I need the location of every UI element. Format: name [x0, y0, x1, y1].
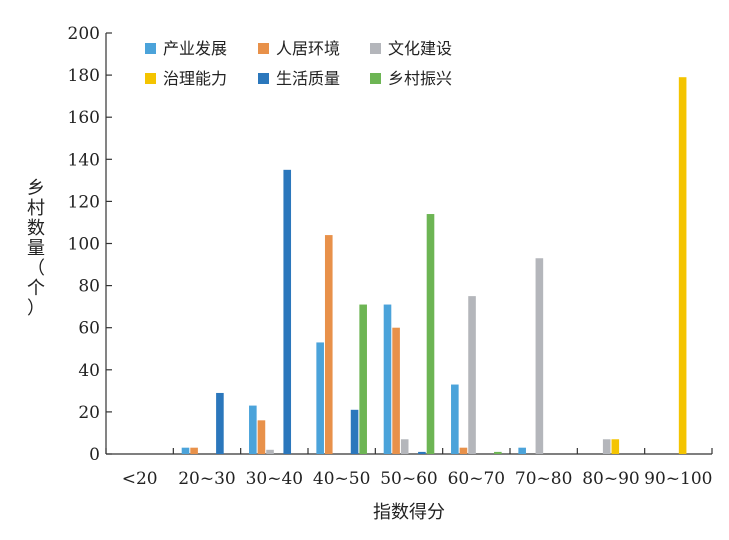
bar	[257, 420, 266, 454]
y-tick-label: 140	[68, 150, 100, 170]
bar	[190, 447, 198, 454]
x-tick-label: 40~50	[313, 469, 371, 489]
legend-swatch	[370, 43, 381, 54]
y-axis-title-char: 数	[27, 218, 45, 239]
bar	[181, 447, 190, 454]
y-tick-label: 40	[78, 361, 100, 381]
bar	[678, 77, 687, 454]
y-axis-title-char: ）	[27, 298, 45, 319]
y-axis-title-char: （	[27, 258, 45, 279]
bar	[266, 449, 274, 454]
y-tick-label: 0	[89, 445, 100, 465]
y-tick-label: 200	[68, 24, 100, 44]
y-axis-title-char: 个	[27, 278, 45, 299]
x-tick-label: 20~30	[178, 469, 236, 489]
legend-swatch	[145, 73, 156, 84]
x-tick-label: 50~60	[380, 469, 438, 489]
bar	[518, 447, 526, 454]
bar	[459, 447, 468, 454]
bar	[392, 327, 400, 454]
bar	[350, 409, 359, 454]
y-tick-label: 60	[78, 319, 100, 339]
legend-swatch	[145, 43, 156, 54]
x-tick-label: 90~100	[644, 469, 712, 489]
legend-label: 治理能力	[163, 69, 227, 88]
bar	[418, 451, 426, 454]
bar	[249, 405, 257, 454]
bar	[316, 342, 324, 454]
y-tick-label: 80	[78, 277, 100, 297]
bar	[400, 439, 409, 454]
bar	[535, 258, 544, 454]
bar	[426, 214, 435, 454]
x-tick-label: 80~90	[582, 469, 640, 489]
bar	[383, 304, 392, 454]
legend-label: 产业发展	[163, 39, 227, 58]
legend-label: 文化建设	[388, 39, 452, 58]
bar	[283, 169, 292, 454]
legend-label: 生活质量	[276, 69, 340, 88]
y-axis-title-char: 乡	[27, 178, 45, 199]
bar	[494, 451, 502, 454]
legend-swatch	[370, 73, 381, 84]
bars	[181, 77, 687, 454]
axes: 0 20 40 60 80 100 120 140 160 180 200 <20 20~30 30~40…	[68, 24, 713, 489]
bar	[602, 439, 611, 454]
bar	[359, 304, 367, 454]
bar	[324, 235, 333, 454]
y-tick-label: 120	[68, 192, 100, 212]
x-tick-label: 30~40	[246, 469, 304, 489]
bar	[468, 296, 476, 454]
bar	[216, 392, 224, 454]
y-tick-label: 180	[68, 66, 100, 86]
legend-label: 乡村振兴	[388, 69, 452, 88]
y-axis-title-char: 量	[27, 238, 45, 259]
legend-swatch	[258, 43, 269, 54]
x-axis-title: 指数得分	[373, 502, 445, 523]
bar	[611, 439, 620, 454]
y-axis-title-char: 村	[27, 198, 45, 219]
y-tick-label: 160	[68, 108, 100, 128]
y-tick-label: 20	[78, 403, 100, 423]
legend-label: 人居环境	[276, 39, 340, 58]
bar	[451, 384, 459, 454]
y-tick-label: 100	[68, 235, 100, 255]
x-tick-label: 60~70	[448, 469, 506, 489]
x-tick-label: <20	[122, 469, 158, 489]
legend-swatch	[258, 73, 269, 84]
x-tick-label: 70~80	[515, 469, 573, 489]
